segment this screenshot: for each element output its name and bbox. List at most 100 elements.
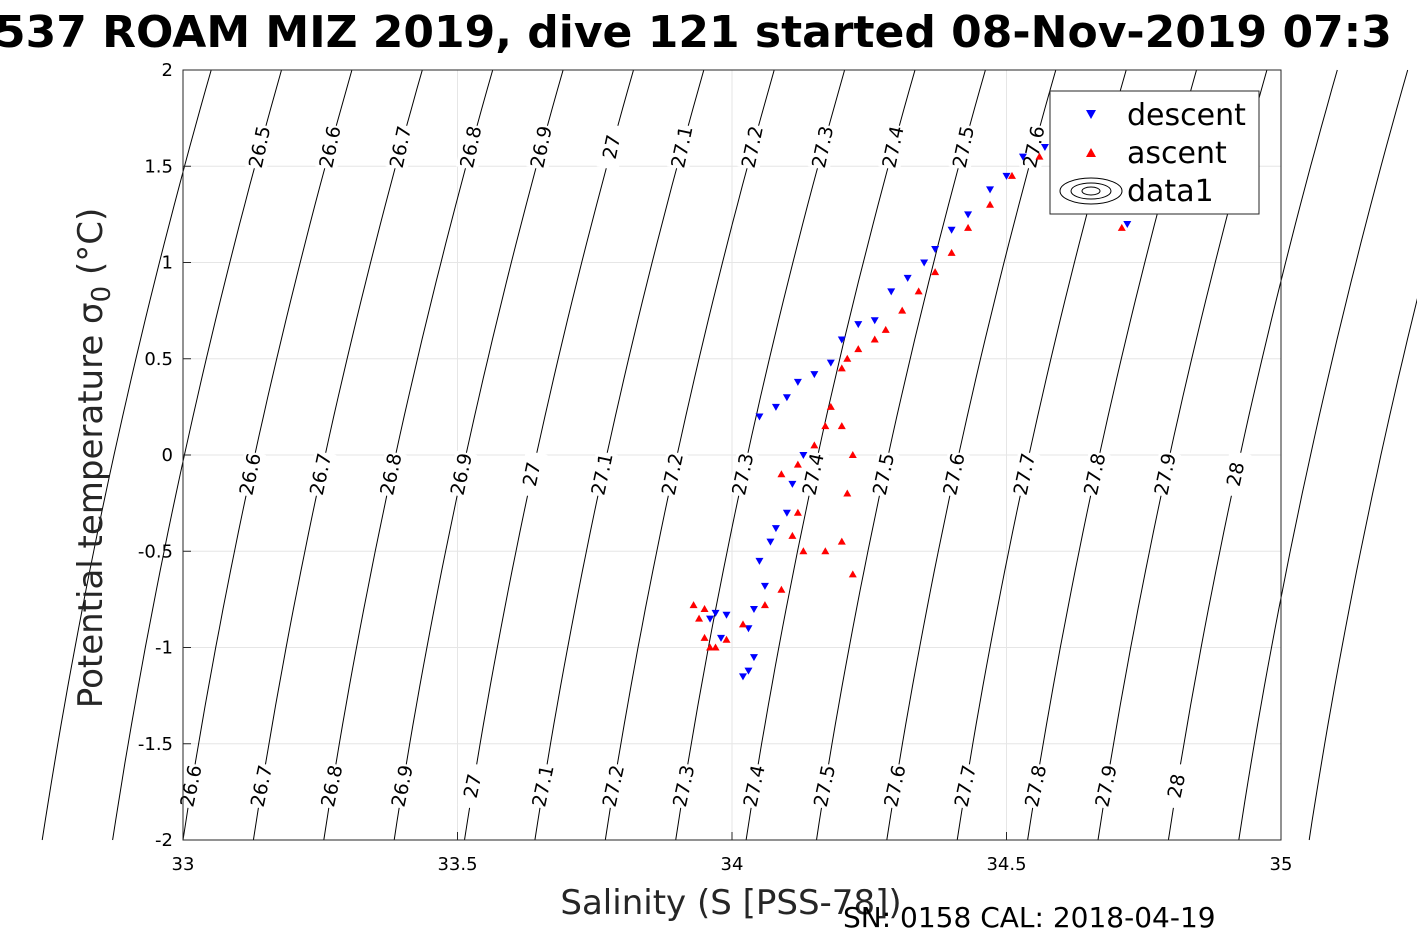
data-points: [689, 134, 1132, 681]
descent-point: [760, 582, 769, 590]
contour-label-bg: [244, 123, 276, 171]
ascent-point: [826, 402, 835, 410]
contour-label: 27.3: [808, 124, 838, 170]
ascent-point: [706, 643, 715, 651]
contour-label: 26.5: [245, 124, 275, 170]
ascent-point: [821, 422, 830, 430]
y-axis-ticks: 2 1.5 1 0.5 0 -0.5 -1 -1.5 -2: [138, 60, 191, 851]
contour-label-bg: [455, 123, 487, 171]
descent-point: [854, 321, 863, 329]
contour-label-bg: [880, 762, 911, 810]
contour-label: 27.2: [599, 763, 629, 809]
density-contour: [1308, 298, 1417, 841]
contour-label: 26.7: [247, 763, 277, 809]
descent-point: [947, 226, 956, 234]
ascent-point: [793, 460, 802, 468]
contour-label: 26.8: [456, 124, 486, 170]
ascent-point: [837, 537, 846, 545]
descent-point: [903, 274, 912, 282]
contour-label: 27.8: [1080, 451, 1110, 497]
ascent-point: [854, 345, 863, 353]
contour-label-bg: [1079, 450, 1111, 499]
contour-label-bg: [246, 762, 278, 810]
y-tick-label: -1.5: [138, 734, 173, 755]
contour-label-bg: [526, 123, 557, 171]
descent-point: [744, 667, 753, 675]
contour-label-bg: [598, 762, 630, 810]
contour-label-bg: [668, 762, 700, 810]
descent-point: [717, 634, 726, 642]
legend-ascent-marker: [1086, 148, 1096, 157]
contour-label-bg: [587, 450, 618, 499]
contour-label-bg: [809, 762, 841, 810]
descent-point: [920, 259, 929, 267]
contour-label: 26.8: [317, 763, 347, 809]
ascent-point: [1007, 171, 1016, 179]
x-tick-label: 34.5: [986, 854, 1026, 875]
x-tick-label: 34: [721, 854, 744, 875]
descent-point: [826, 359, 835, 367]
contour-label: 27.7: [951, 763, 981, 809]
contour-label: 26.9: [447, 451, 477, 497]
contour-label: 27.2: [658, 451, 688, 497]
descent-point: [837, 336, 846, 344]
descent-point: [771, 525, 780, 533]
y-axis-label-unit: (°C): [71, 208, 111, 286]
ascent-point: [722, 635, 731, 643]
ascent-point: [760, 601, 769, 609]
contour-label-bg: [596, 123, 628, 171]
contour-label: 27: [519, 460, 546, 488]
contour-label: 26.6: [176, 763, 206, 809]
contour-label: 27.6: [939, 451, 969, 497]
contour-label: 26.7: [386, 124, 416, 170]
contour-label-bg: [798, 450, 830, 499]
contour-label-bg: [948, 123, 980, 171]
contour-label-bg: [667, 123, 698, 171]
ascent-point: [711, 643, 720, 651]
contour-label-bg: [1020, 762, 1052, 810]
descent-point: [738, 673, 747, 681]
chart-title: 537 ROAM MIZ 2019, dive 121 started 08-N…: [0, 7, 1392, 58]
ascent-point: [1035, 152, 1044, 160]
contour-label: 27.9: [1091, 763, 1121, 809]
descent-point: [711, 609, 720, 617]
ascent-point: [898, 306, 907, 314]
descent-point: [1002, 172, 1011, 180]
contour-label-bg: [737, 123, 769, 171]
ascent-point: [689, 601, 698, 609]
ascent-point: [777, 470, 786, 478]
contour-label-bg: [446, 450, 478, 499]
x-tick-label: 33: [172, 854, 195, 875]
ascent-point: [799, 547, 808, 555]
descent-point: [749, 654, 758, 662]
y-tick-label: 1: [162, 253, 173, 274]
contour-label-bg: [939, 450, 970, 499]
descent-point: [1018, 153, 1027, 161]
descent-point: [799, 452, 808, 459]
contour-label-bg: [376, 450, 407, 499]
legend-data1-label: data1: [1127, 174, 1214, 209]
descent-point: [755, 413, 764, 421]
contour-label-bg: [516, 450, 548, 499]
contour-label: 27.5: [869, 451, 899, 497]
ascent-point: [848, 451, 857, 458]
y-axis-label: Potential temperature σ0 (°C): [71, 208, 117, 708]
density-contour: [41, 69, 212, 841]
descent-point: [931, 246, 940, 254]
contour-label-bg: [176, 762, 207, 810]
descent-point: [749, 606, 758, 613]
ascent-point: [837, 364, 846, 372]
contour-label-bg: [315, 123, 346, 171]
y-tick-label: -2: [155, 830, 173, 851]
contour-label: 27.6: [880, 763, 910, 809]
descent-point: [793, 378, 802, 386]
descent-point: [870, 317, 879, 325]
descent-point: [771, 403, 780, 411]
descent-point: [1123, 221, 1132, 228]
contour-label-bg: [878, 123, 909, 171]
contour-label: 28: [1164, 772, 1191, 800]
density-contour-labels: 26.5 26.6 26.7 26.8 26.9 27 27.1 27.2 27.3 27.4 27…: [176, 123, 1252, 810]
descent-point: [964, 211, 973, 219]
contour-label: 27.4: [739, 763, 769, 809]
ascent-point: [914, 287, 923, 295]
